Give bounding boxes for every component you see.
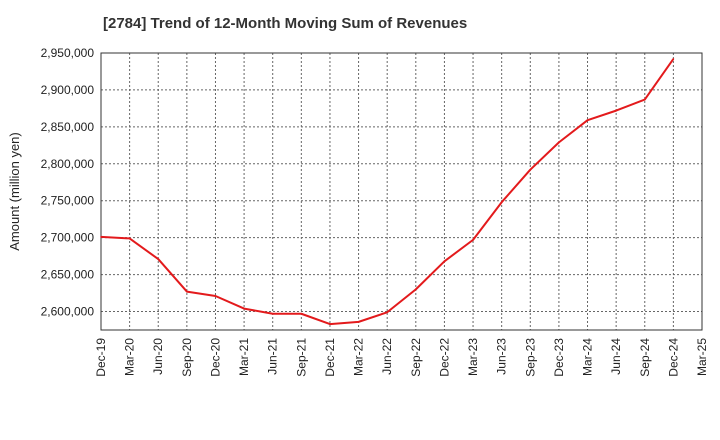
plot-area [101,53,702,330]
data-point [672,58,675,60]
data-point [558,141,560,144]
x-tick-label: Sep-21 [294,338,308,377]
data-point [214,295,217,297]
y-tick-label: 2,950,000 [41,46,95,60]
x-tick-label: Mar-21 [237,338,251,376]
x-tick-label: Mar-20 [123,338,137,376]
data-point [615,109,617,112]
data-point [443,260,446,263]
x-tick-label: Mar-22 [352,338,366,376]
x-tick-label: Jun-24 [609,338,623,375]
data-point [529,168,532,171]
x-tick-label: Sep-23 [523,338,537,377]
data-point [186,290,188,293]
x-tick-label: Mar-24 [581,338,595,376]
x-tick-label: Dec-20 [208,338,222,377]
chart-title: [2784] Trend of 12-Month Moving Sum of R… [103,15,468,32]
data-point [128,237,131,240]
x-tick-label: Mar-23 [466,338,480,376]
data-point [329,323,331,325]
x-tick-label: Dec-24 [666,338,680,377]
x-tick-label: Sep-20 [180,338,194,377]
y-tick-label: 2,850,000 [41,120,95,134]
data-point [300,312,303,315]
x-tick-label: Dec-22 [437,338,451,377]
x-tick-label: Jun-21 [266,338,280,375]
data-point [500,201,503,204]
y-tick-label: 2,800,000 [41,157,95,171]
x-tick-label: Jun-20 [151,338,165,375]
x-tick-label: Dec-19 [94,338,108,377]
data-point [643,98,646,101]
x-tick-label: Sep-22 [409,338,423,377]
y-tick-label: 2,700,000 [41,231,95,245]
y-axis-label: Amount (million yen) [7,132,22,251]
y-tick-label: 2,650,000 [41,268,95,282]
y-tick-label: 2,900,000 [41,83,95,97]
data-point [472,239,474,241]
y-tick-label: 2,750,000 [41,194,95,208]
x-tick-label: Jun-22 [380,338,394,375]
data-point [271,312,274,315]
data-point [243,307,245,310]
data-point [586,119,589,122]
data-point [415,288,417,291]
x-tick-label: Jun-23 [495,338,509,375]
data-point [357,321,360,323]
data-point [100,236,102,238]
y-tick-label: 2,600,000 [41,305,95,319]
plot-border [100,52,703,331]
x-tick-label: Mar-25 [695,338,709,376]
x-tick-label: Dec-21 [323,338,337,377]
x-tick-label: Sep-24 [638,338,652,377]
x-tick-label: Dec-23 [552,338,566,377]
data-point [157,258,160,260]
data-point [386,311,388,314]
